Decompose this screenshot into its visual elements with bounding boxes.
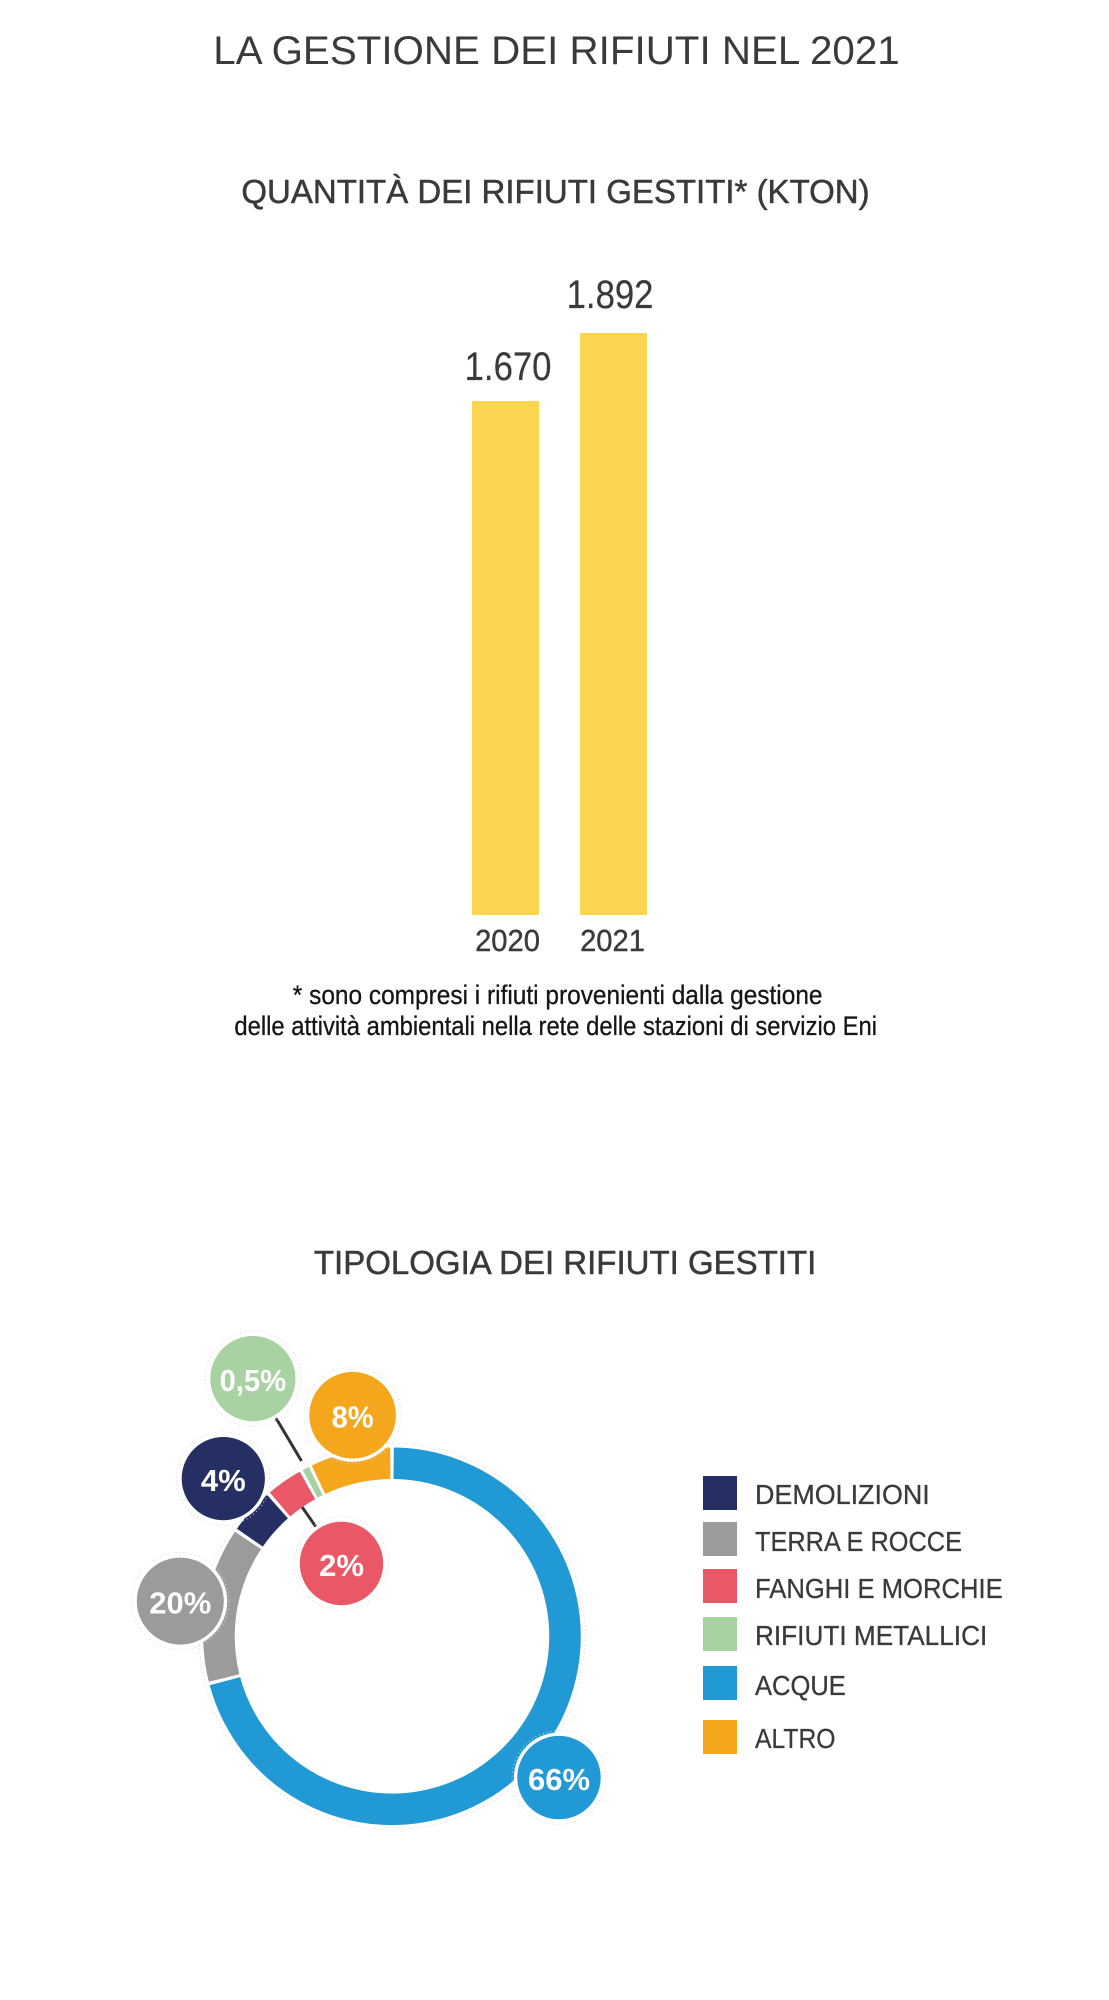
svg-text:2%: 2% [319,1548,364,1583]
svg-text:66%: 66% [528,1762,590,1797]
svg-text:8%: 8% [332,1400,374,1435]
svg-text:0,5%: 0,5% [220,1363,287,1398]
svg-text:4%: 4% [201,1463,246,1498]
svg-text:20%: 20% [149,1586,211,1621]
